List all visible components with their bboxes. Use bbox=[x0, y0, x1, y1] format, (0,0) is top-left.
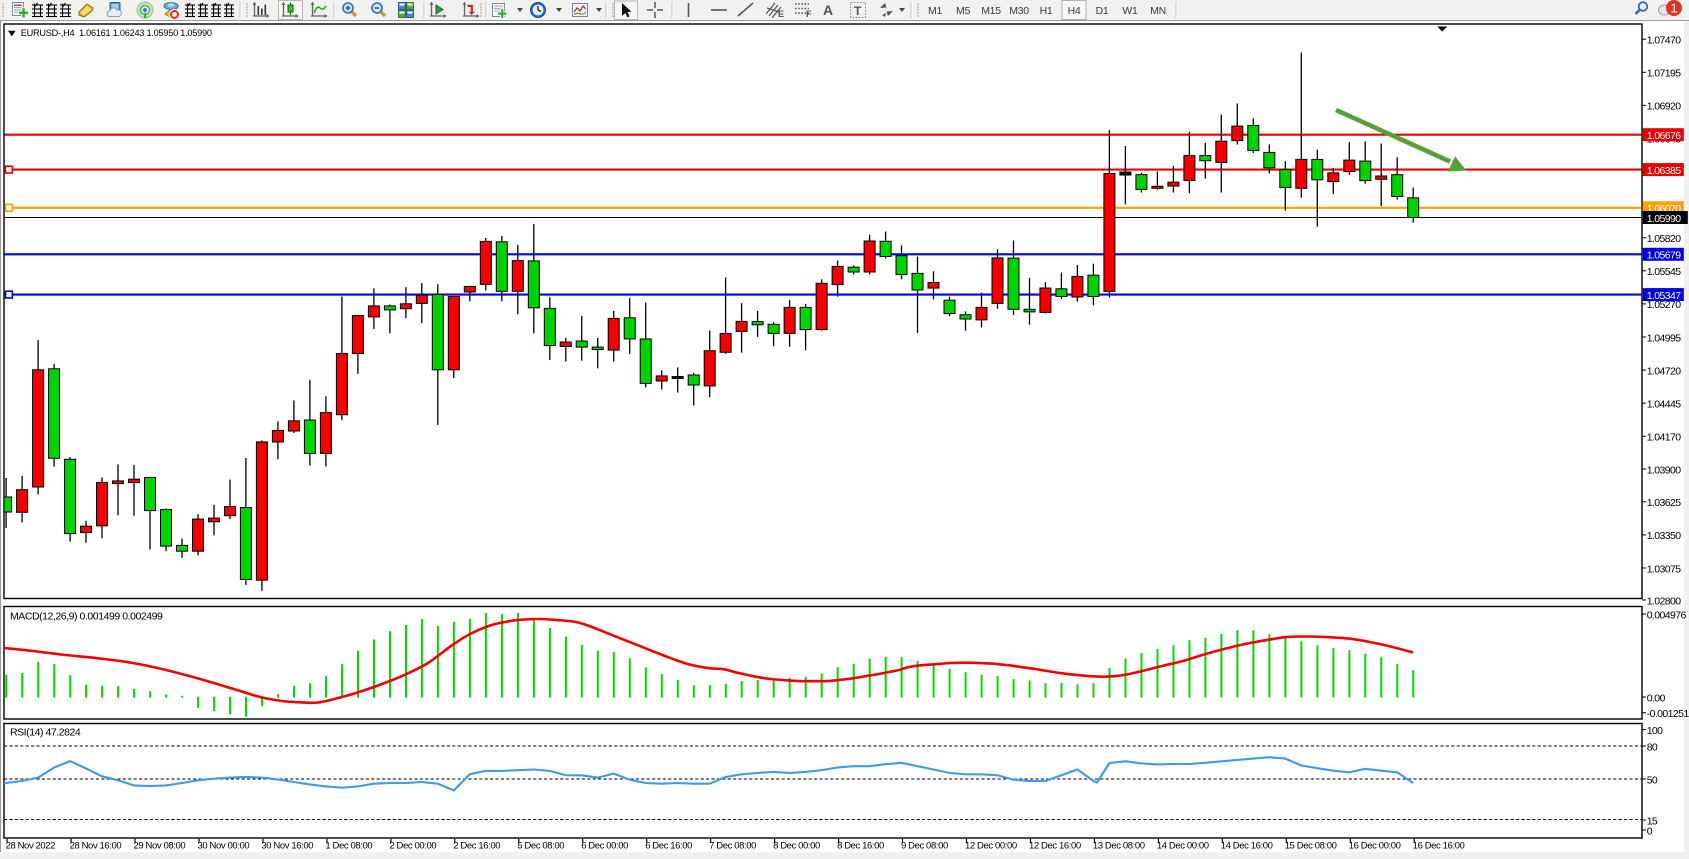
svg-text:30 Nov 00:00: 30 Nov 00:00 bbox=[198, 841, 250, 852]
svg-text:1.03075: 1.03075 bbox=[1647, 563, 1682, 575]
svg-text:2 Dec 16:00: 2 Dec 16:00 bbox=[453, 841, 500, 852]
svg-text:1.05820: 1.05820 bbox=[1647, 233, 1682, 245]
svg-text:14 Dec 16:00: 14 Dec 16:00 bbox=[1221, 841, 1273, 852]
svg-text:M1: M1 bbox=[928, 5, 942, 17]
svg-text:RSI(14) 47.2824: RSI(14) 47.2824 bbox=[10, 727, 81, 739]
svg-text:15 Dec 08:00: 15 Dec 08:00 bbox=[1285, 841, 1337, 852]
svg-text:1 Dec 08:00: 1 Dec 08:00 bbox=[325, 841, 372, 852]
svg-text:0.00: 0.00 bbox=[1647, 692, 1666, 704]
svg-text:-0.001251: -0.001251 bbox=[1647, 708, 1689, 720]
svg-text:1.06385: 1.06385 bbox=[1647, 165, 1682, 177]
svg-text:A: A bbox=[823, 2, 833, 18]
svg-text:1.06676: 1.06676 bbox=[1647, 130, 1682, 142]
svg-text:1.05679: 1.05679 bbox=[1647, 250, 1682, 262]
svg-text:1.07195: 1.07195 bbox=[1647, 68, 1682, 80]
svg-text:H4: H4 bbox=[1068, 5, 1081, 17]
svg-text:D1: D1 bbox=[1096, 5, 1109, 17]
svg-text:50: 50 bbox=[1647, 774, 1658, 786]
svg-text:28 Nov 16:00: 28 Nov 16:00 bbox=[70, 841, 122, 852]
svg-text:M30: M30 bbox=[1009, 5, 1029, 17]
svg-text:9 Dec 08:00: 9 Dec 08:00 bbox=[901, 841, 948, 852]
svg-text:12 Dec 16:00: 12 Dec 16:00 bbox=[1029, 841, 1081, 852]
svg-text:1.02800: 1.02800 bbox=[1647, 595, 1682, 607]
svg-text:1.04995: 1.04995 bbox=[1647, 332, 1682, 344]
svg-text:1.05990: 1.05990 bbox=[1647, 213, 1682, 225]
svg-text:100: 100 bbox=[1647, 725, 1663, 737]
svg-text:M15: M15 bbox=[981, 5, 1001, 17]
svg-text:1.07470: 1.07470 bbox=[1647, 35, 1682, 47]
svg-text:1.04720: 1.04720 bbox=[1647, 365, 1682, 377]
svg-text:1.04445: 1.04445 bbox=[1647, 398, 1682, 410]
svg-text:T: T bbox=[854, 4, 862, 18]
svg-text:1.03625: 1.03625 bbox=[1647, 497, 1682, 509]
svg-text:1.05270: 1.05270 bbox=[1647, 299, 1682, 311]
svg-text:1.06920: 1.06920 bbox=[1647, 101, 1682, 113]
svg-text:F: F bbox=[806, 9, 812, 19]
svg-text:15: 15 bbox=[1647, 815, 1658, 827]
svg-text:M5: M5 bbox=[956, 5, 970, 17]
svg-text:8 Dec 00:00: 8 Dec 00:00 bbox=[773, 841, 820, 852]
svg-text:5 Dec 08:00: 5 Dec 08:00 bbox=[517, 841, 564, 852]
svg-text:H1: H1 bbox=[1040, 5, 1053, 17]
svg-text:E: E bbox=[778, 9, 784, 19]
svg-text:7 Dec 08:00: 7 Dec 08:00 bbox=[709, 841, 756, 852]
svg-text:W1: W1 bbox=[1122, 5, 1138, 17]
svg-text:12 Dec 00:00: 12 Dec 00:00 bbox=[965, 841, 1017, 852]
svg-text:0.004976: 0.004976 bbox=[1647, 609, 1687, 621]
svg-text:28 Nov 2022: 28 Nov 2022 bbox=[6, 841, 56, 852]
svg-text:6 Dec 00:00: 6 Dec 00:00 bbox=[581, 841, 628, 852]
svg-text:1.03900: 1.03900 bbox=[1647, 464, 1682, 476]
svg-text:13 Dec 08:00: 13 Dec 08:00 bbox=[1093, 841, 1145, 852]
svg-text:MACD(12,26,9) 0.001499 0.00249: MACD(12,26,9) 0.001499 0.002499 bbox=[10, 611, 163, 623]
svg-text:16 Dec 16:00: 16 Dec 16:00 bbox=[1413, 841, 1465, 852]
svg-text:14 Dec 00:00: 14 Dec 00:00 bbox=[1157, 841, 1209, 852]
svg-text:MN: MN bbox=[1150, 5, 1166, 17]
svg-text:80: 80 bbox=[1647, 741, 1658, 753]
svg-text:16 Dec 00:00: 16 Dec 00:00 bbox=[1349, 841, 1401, 852]
svg-text:1.05545: 1.05545 bbox=[1647, 266, 1682, 278]
svg-text:8 Dec 16:00: 8 Dec 16:00 bbox=[837, 841, 884, 852]
svg-text:EURUSD-,H4 1.06161 1.06243 1.: EURUSD-,H4 1.06161 1.06243 1.05950 1.059… bbox=[21, 28, 212, 38]
svg-text:0: 0 bbox=[1647, 825, 1653, 837]
svg-text:1.05347: 1.05347 bbox=[1647, 290, 1682, 302]
svg-text:1.04170: 1.04170 bbox=[1647, 432, 1682, 444]
svg-text:30 Nov 16:00: 30 Nov 16:00 bbox=[261, 841, 313, 852]
svg-text:1: 1 bbox=[1670, 1, 1677, 16]
svg-text:2 Dec 00:00: 2 Dec 00:00 bbox=[389, 841, 436, 852]
svg-text:1.03350: 1.03350 bbox=[1647, 530, 1682, 542]
svg-text:29 Nov 08:00: 29 Nov 08:00 bbox=[134, 841, 186, 852]
svg-text:6 Dec 16:00: 6 Dec 16:00 bbox=[645, 841, 692, 852]
